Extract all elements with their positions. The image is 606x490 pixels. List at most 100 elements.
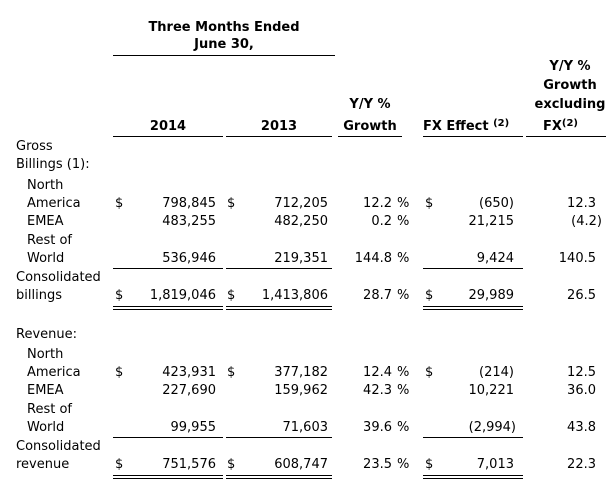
cell-2013: 159,962: [274, 383, 328, 398]
currency-symbol: $: [227, 457, 236, 472]
cell-yoy: 12.4: [363, 365, 392, 380]
cell-2014: 227,690: [162, 383, 216, 398]
cell-2013: 377,182: [274, 365, 328, 380]
cell-2014: 1,819,046: [149, 288, 216, 303]
exfx-header-line4: FX(2): [543, 118, 579, 135]
row-label: revenue: [16, 457, 70, 472]
total-double-rule: [226, 478, 332, 479]
cell-exfx: 12.5: [567, 365, 596, 380]
cell-fx: (2,994): [468, 420, 516, 435]
cell-2014: 483,255: [162, 214, 216, 229]
cell-2013: 482,250: [274, 214, 328, 229]
row-label: Consolidated: [16, 439, 101, 454]
revenue-label: Revenue:: [16, 327, 77, 342]
subtotal-rule: [423, 268, 523, 269]
percent-sign: %: [397, 196, 410, 211]
cell-fx: 29,989: [468, 288, 515, 303]
cell-2014: 99,955: [170, 420, 217, 435]
header-rule-yoy: [338, 136, 402, 137]
gross-billings-label-line2: Billings (1):: [16, 157, 90, 172]
gross-billings-label-line1: Gross: [16, 139, 53, 154]
percent-sign: %: [397, 383, 410, 398]
cell-2013: 1,413,806: [261, 288, 328, 303]
total-double-rule: [423, 478, 523, 479]
subtotal-rule: [113, 268, 223, 269]
currency-symbol: $: [425, 365, 434, 380]
total-double-rule: [113, 306, 223, 307]
row-label: North: [27, 178, 64, 193]
currency-symbol: $: [425, 457, 434, 472]
header-rule-2014: [113, 136, 223, 137]
cell-exfx: 26.5: [567, 288, 596, 303]
yoy-header-line1: Y/Y %: [349, 97, 391, 112]
col-header-2013: 2013: [260, 119, 298, 134]
total-double-rule: [423, 475, 523, 476]
row-label: billings: [16, 288, 62, 303]
exfx-header-line2: Growth: [543, 78, 597, 93]
percent-sign: %: [397, 365, 410, 380]
currency-symbol: $: [115, 365, 124, 380]
cell-exfx: 12.3: [567, 196, 596, 211]
cell-2014: 423,931: [162, 365, 216, 380]
header-rule-fx: [423, 136, 523, 137]
row-label: World: [27, 420, 65, 435]
period-header-rule: [113, 55, 335, 56]
currency-symbol: $: [115, 196, 124, 211]
cell-2013: 219,351: [274, 251, 328, 266]
cell-2013: 71,603: [282, 420, 329, 435]
row-label: EMEA: [27, 214, 64, 229]
cell-2014: 798,845: [162, 196, 216, 211]
subtotal-rule: [226, 268, 332, 269]
total-double-rule: [226, 306, 332, 307]
cell-exfx: 36.0: [567, 383, 596, 398]
cell-yoy: 28.7: [363, 288, 392, 303]
currency-symbol: $: [425, 196, 434, 211]
row-label: Consolidated: [16, 270, 101, 285]
row-label: North: [27, 347, 64, 362]
cell-2013: 712,205: [274, 196, 328, 211]
header-rule-exfx: [526, 136, 606, 137]
row-label: America: [27, 196, 81, 211]
exfx-header-line3: excluding: [534, 97, 606, 112]
cell-fx: 9,424: [476, 251, 514, 266]
cell-exfx: 43.8: [567, 420, 596, 435]
currency-symbol: $: [115, 457, 124, 472]
col-header-2014: 2014: [149, 119, 187, 134]
row-label: EMEA: [27, 383, 64, 398]
cell-2013: 608,747: [274, 457, 328, 472]
total-double-rule: [113, 475, 223, 476]
currency-symbol: $: [115, 288, 124, 303]
cell-yoy: 39.6: [363, 420, 392, 435]
cell-fx: 21,215: [468, 214, 515, 229]
total-double-rule: [423, 309, 523, 310]
fx-effect-header: FX Effect (2): [423, 118, 510, 135]
row-label: World: [27, 251, 65, 266]
percent-sign: %: [397, 214, 410, 229]
cell-fx: 10,221: [468, 383, 515, 398]
cell-yoy: 0.2: [371, 214, 392, 229]
subtotal-rule: [113, 437, 223, 438]
yoy-header-line2: Growth: [343, 119, 397, 134]
cell-exfx: 22.3: [567, 457, 596, 472]
cell-yoy: 12.2: [363, 196, 392, 211]
row-label: America: [27, 365, 81, 380]
currency-symbol: $: [227, 365, 236, 380]
period-header-line1: Three Months Ended: [148, 20, 300, 35]
total-double-rule: [226, 475, 332, 476]
header-rule-2013: [226, 136, 332, 137]
subtotal-rule: [226, 437, 332, 438]
subtotal-rule: [423, 437, 523, 438]
percent-sign: %: [397, 457, 410, 472]
currency-symbol: $: [227, 288, 236, 303]
percent-sign: %: [397, 251, 410, 266]
percent-sign: %: [397, 420, 410, 435]
cell-2014: 536,946: [162, 251, 216, 266]
cell-exfx: (4.2): [571, 214, 602, 229]
total-double-rule: [423, 306, 523, 307]
cell-fx: (214): [479, 365, 514, 380]
row-label: Rest of: [27, 233, 72, 248]
total-double-rule: [113, 309, 223, 310]
currency-symbol: $: [227, 196, 236, 211]
total-double-rule: [226, 309, 332, 310]
currency-symbol: $: [425, 288, 434, 303]
